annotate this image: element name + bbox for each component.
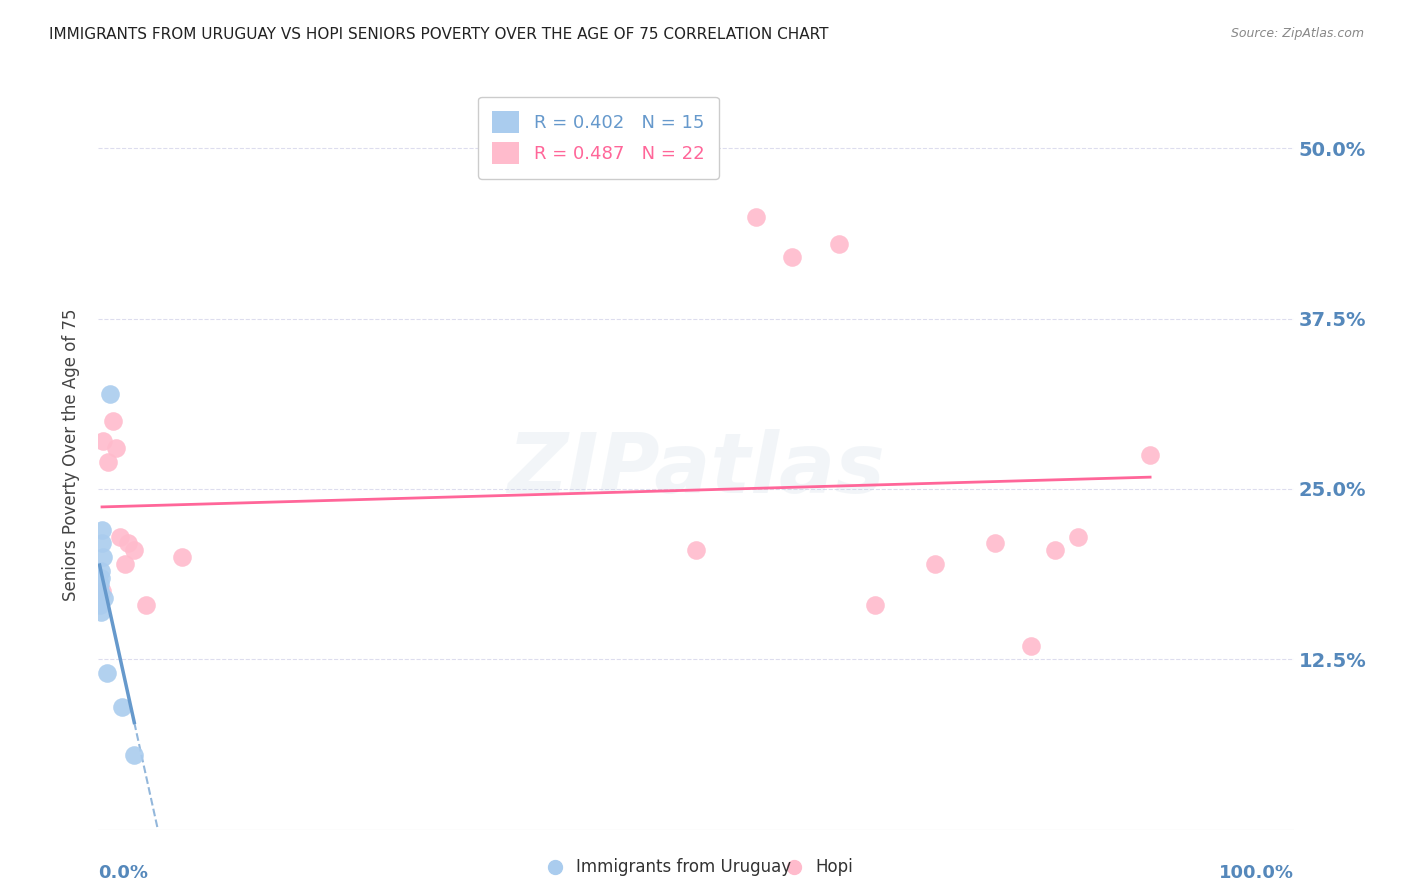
Text: Source: ZipAtlas.com: Source: ZipAtlas.com bbox=[1230, 27, 1364, 40]
Point bbox=[101, 414, 124, 428]
Text: ZIPatlas: ZIPatlas bbox=[508, 429, 884, 510]
Point bbox=[111, 700, 134, 714]
Point bbox=[105, 441, 128, 455]
Point bbox=[780, 251, 803, 265]
Point bbox=[91, 550, 114, 565]
Point bbox=[1067, 530, 1090, 544]
Point bbox=[98, 386, 122, 401]
Point bbox=[135, 598, 157, 612]
Point bbox=[1043, 543, 1066, 558]
Text: IMMIGRANTS FROM URUGUAY VS HOPI SENIORS POVERTY OVER THE AGE OF 75 CORRELATION C: IMMIGRANTS FROM URUGUAY VS HOPI SENIORS … bbox=[49, 27, 828, 42]
Y-axis label: Seniors Poverty Over the Age of 75: Seniors Poverty Over the Age of 75 bbox=[62, 309, 80, 601]
Point bbox=[90, 570, 112, 584]
Point bbox=[89, 584, 111, 599]
Legend: R = 0.402   N = 15, R = 0.487   N = 22: R = 0.402 N = 15, R = 0.487 N = 22 bbox=[478, 97, 718, 178]
Text: Hopi: Hopi bbox=[815, 858, 853, 876]
Point bbox=[89, 598, 111, 612]
Point bbox=[984, 536, 1007, 550]
Point bbox=[1139, 448, 1161, 462]
Point bbox=[685, 543, 707, 558]
Point bbox=[865, 598, 887, 612]
Point bbox=[91, 536, 114, 550]
Point bbox=[90, 564, 112, 578]
Point bbox=[745, 210, 768, 224]
Point bbox=[114, 557, 136, 571]
Point bbox=[89, 591, 111, 605]
Point bbox=[91, 584, 114, 599]
Point bbox=[117, 536, 139, 550]
Point bbox=[91, 434, 114, 449]
Point bbox=[89, 577, 111, 591]
Point bbox=[124, 543, 146, 558]
Text: 0.0%: 0.0% bbox=[98, 863, 149, 881]
Point bbox=[828, 236, 851, 251]
Point bbox=[172, 550, 194, 565]
Point bbox=[924, 557, 946, 571]
Point bbox=[97, 455, 120, 469]
Text: 100.0%: 100.0% bbox=[1219, 863, 1294, 881]
Point bbox=[93, 591, 115, 605]
Text: Immigrants from Uruguay: Immigrants from Uruguay bbox=[576, 858, 792, 876]
Point bbox=[91, 523, 114, 537]
Point bbox=[108, 530, 131, 544]
Point bbox=[124, 747, 146, 762]
Point bbox=[1019, 639, 1042, 653]
Point bbox=[90, 605, 112, 619]
Point bbox=[96, 665, 118, 680]
